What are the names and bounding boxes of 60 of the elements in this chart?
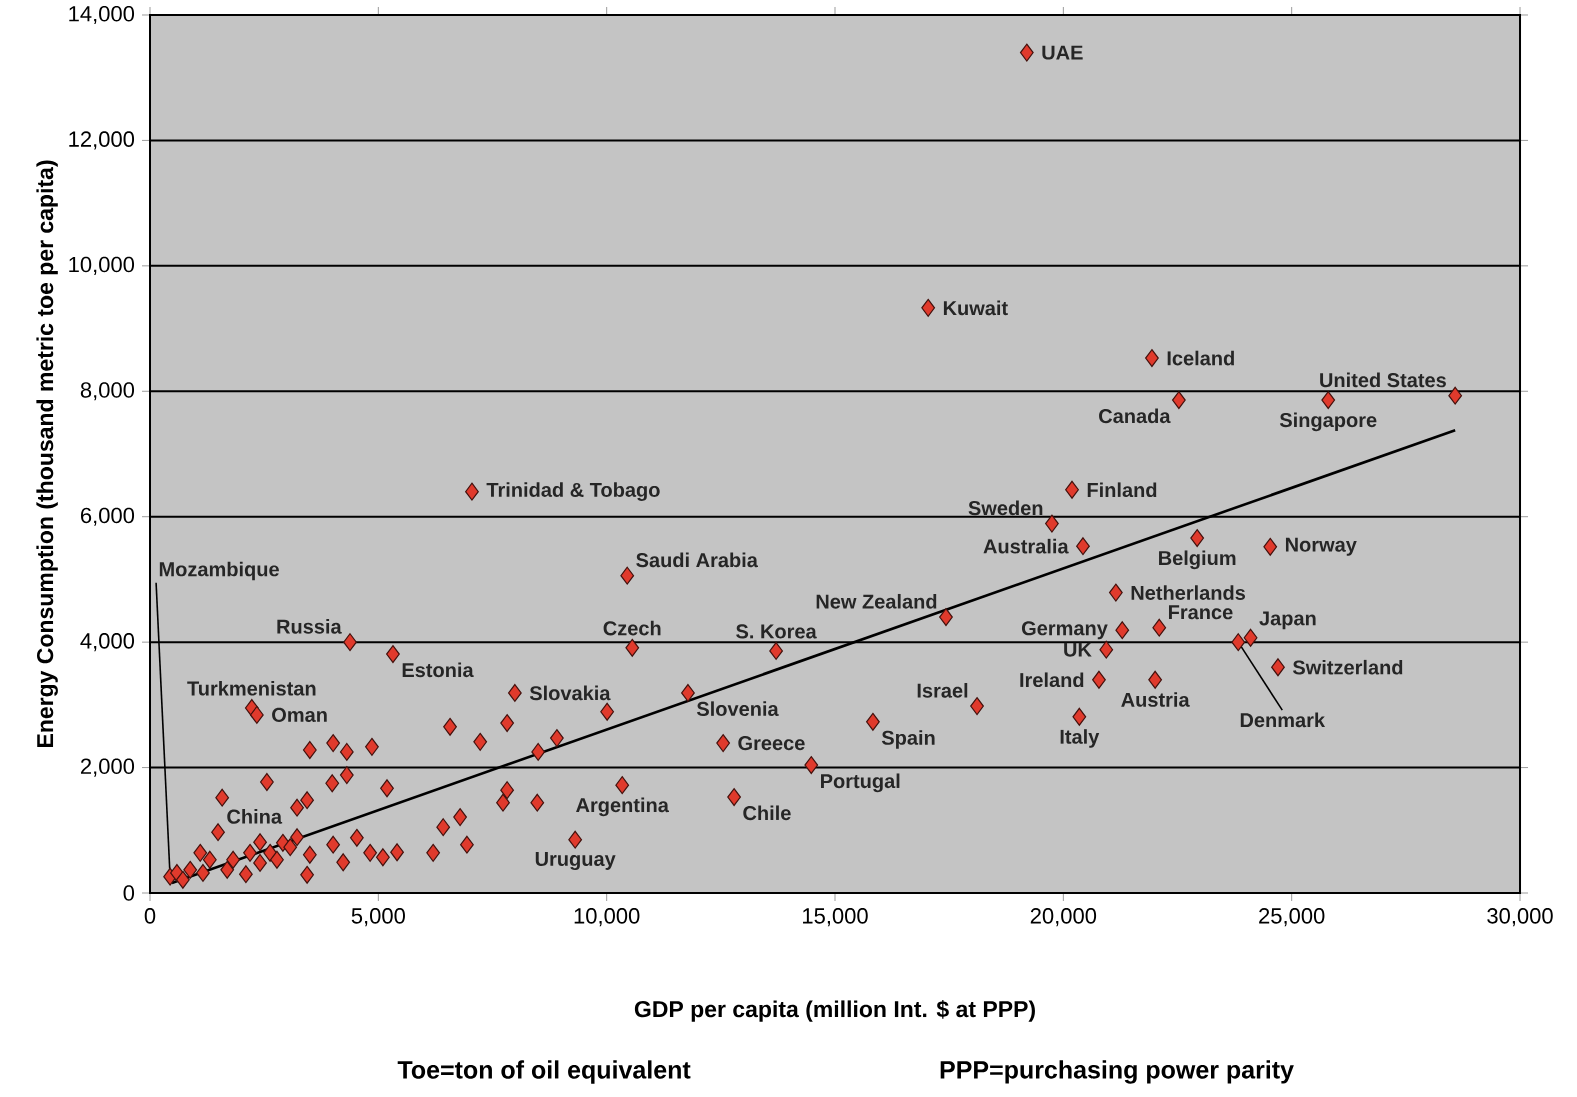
annotation: Belgium bbox=[1159, 550, 1236, 570]
annotation: Italy bbox=[1060, 729, 1100, 748]
x-tick-label: 30,000 bbox=[1487, 908, 1553, 927]
annotation: Estonia bbox=[402, 662, 474, 678]
x-tick-label: 25,000 bbox=[1259, 908, 1325, 927]
annotation: Ireland bbox=[1020, 672, 1084, 688]
annotation: Greece bbox=[738, 736, 805, 751]
x-axis-title: GDP per capita (million Int. $ at PPP) bbox=[634, 999, 1035, 1022]
annotation: Oman bbox=[272, 707, 327, 722]
y-tick-label: 10,000 bbox=[69, 256, 135, 275]
y-tick-label: 6,000 bbox=[81, 507, 135, 526]
annotation: Slovenia bbox=[696, 701, 779, 717]
text: PPP=purchasing power parity bbox=[940, 1060, 1294, 1084]
annotation: Netherlands bbox=[1131, 585, 1246, 600]
annotation: Argentina bbox=[576, 797, 670, 817]
annotation: Trinidad & Tobago bbox=[486, 482, 660, 501]
annotation: Chile bbox=[743, 805, 791, 821]
annotation: Turkmenistan bbox=[187, 680, 316, 696]
annotation: Russia bbox=[277, 619, 342, 634]
x-tick-label: 0 bbox=[144, 908, 156, 924]
annotation: Israel bbox=[917, 683, 968, 698]
y-tick-label: 12,000 bbox=[69, 131, 135, 150]
annotation: Czech bbox=[603, 620, 661, 636]
annotation: United States bbox=[1320, 372, 1446, 388]
x-tick-label: 10,000 bbox=[574, 908, 640, 927]
annotation: Mozambique bbox=[159, 561, 279, 581]
y-axis-title: Energy Consumption (thousand metric toe per capita) bbox=[36, 160, 58, 748]
annotation: Slovakia bbox=[529, 685, 611, 701]
y-tick-label: 0 bbox=[123, 885, 135, 901]
annotation: New Zealand bbox=[816, 593, 937, 609]
y-tick-label: 8,000 bbox=[80, 382, 135, 401]
annotation: Kuwait bbox=[943, 300, 1008, 316]
annotation: Uruguay bbox=[535, 852, 616, 871]
x-tick-label: 5,000 bbox=[351, 908, 405, 927]
annotation: Singapore bbox=[1279, 412, 1377, 432]
annotation: Germany bbox=[1021, 621, 1108, 640]
annotation: Iceland bbox=[1167, 350, 1234, 366]
annotation: China bbox=[227, 809, 283, 824]
annotation: Denmark bbox=[1240, 712, 1326, 728]
annotation: Finland bbox=[1087, 482, 1157, 498]
annotation: UAE bbox=[1042, 45, 1083, 60]
x-tick-label: 20,000 bbox=[1030, 908, 1097, 927]
annotation: Australia bbox=[983, 538, 1069, 554]
y-tick-label: 14,000 bbox=[69, 5, 135, 25]
y-tick-label: 2,000 bbox=[80, 758, 135, 777]
y-tick-label: 4,000 bbox=[80, 633, 135, 652]
annotation: Austria bbox=[1121, 692, 1190, 707]
annotation: France bbox=[1169, 605, 1233, 620]
annotation: Saudi Arabia bbox=[636, 552, 759, 568]
annotation: Sweden bbox=[968, 500, 1043, 516]
annotation: Spain bbox=[881, 730, 935, 749]
annotation: UK bbox=[1064, 642, 1092, 657]
annotation: S. Korea bbox=[736, 624, 817, 639]
annotation: Switzerland bbox=[1292, 659, 1403, 675]
annotation: Norway bbox=[1285, 537, 1357, 556]
annotation: Canada bbox=[1099, 408, 1171, 424]
text: Toe=ton of oil equivalent bbox=[397, 1060, 691, 1084]
x-tick-label: 15,000 bbox=[803, 908, 868, 927]
annotation: Portugal bbox=[821, 773, 900, 793]
annotation: Japan bbox=[1259, 611, 1316, 630]
